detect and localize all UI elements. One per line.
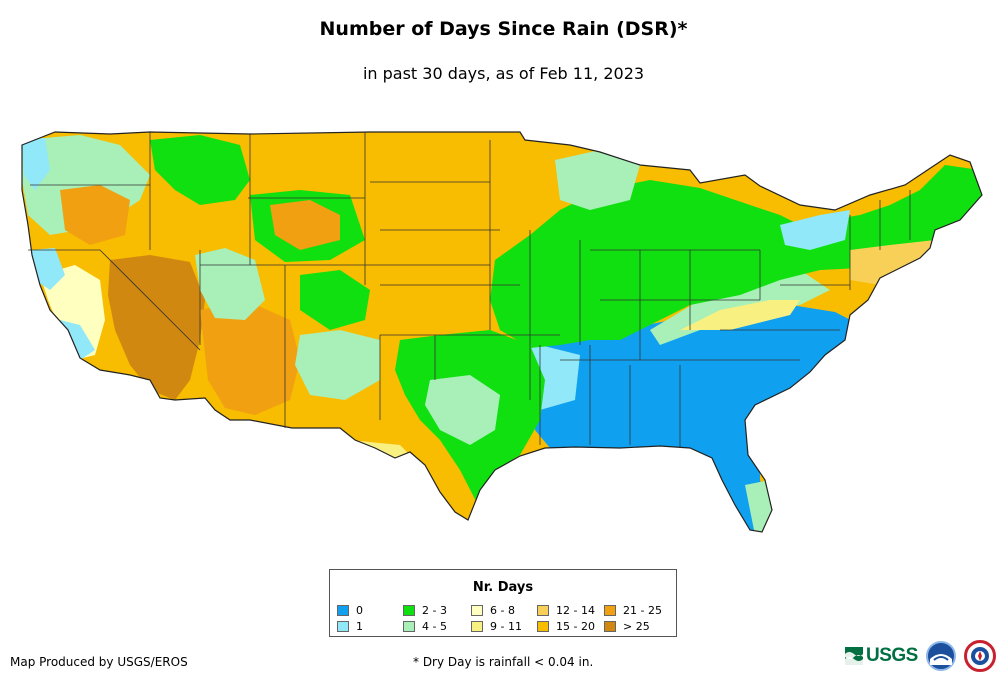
noaa-logo-icon (926, 641, 956, 671)
legend-label: 6 - 8 (490, 603, 515, 617)
map-subtitle: in past 30 days, as of Feb 11, 2023 (362, 64, 645, 83)
legend-swatch (403, 604, 415, 616)
legend-item-1: 1 (337, 619, 363, 633)
legend-item-6: 12 - 14 (537, 603, 595, 617)
usgs-logo-icon: USGS (845, 643, 921, 669)
legend-item-0: 0 (337, 603, 363, 617)
legend-label: 12 - 14 (556, 603, 595, 617)
legend-swatch (403, 620, 415, 632)
legend-label: 4 - 5 (422, 619, 447, 633)
legend-item-2: 2 - 3 (403, 603, 447, 617)
map-title: Number of Days Since Rain (DSR)* (319, 18, 688, 40)
nws-logo-icon (964, 640, 996, 672)
legend-item-4: 6 - 8 (471, 603, 515, 617)
legend-label: 0 (356, 603, 363, 617)
legend-swatch (604, 604, 616, 616)
dsr-raster (22, 132, 982, 532)
legend-label: 15 - 20 (556, 619, 595, 633)
us-outline (21, 131, 983, 533)
legend-item-5: 9 - 11 (471, 619, 522, 633)
legend-item-3: 4 - 5 (403, 619, 447, 633)
legend-box: Nr. Days 0 1 2 - 3 4 - 5 6 - 8 9 - 11 12… (329, 569, 677, 637)
dry-day-footnote: * Dry Day is rainfall < 0.04 in. (413, 655, 594, 669)
legend-swatch (337, 620, 349, 632)
legend-label: 21 - 25 (623, 603, 662, 617)
legend-swatch (537, 604, 549, 616)
legend-item-7: 15 - 20 (537, 619, 595, 633)
legend-swatch (471, 604, 483, 616)
usgs-mark-icon (845, 647, 863, 665)
state-boundaries (28, 132, 911, 448)
legend-item-8: 21 - 25 (604, 603, 662, 617)
legend-label: 2 - 3 (422, 603, 447, 617)
legend-swatch (604, 620, 616, 632)
usgs-text: USGS (866, 645, 918, 666)
legend-label: 9 - 11 (490, 619, 522, 633)
legend-swatch (537, 620, 549, 632)
map-credit: Map Produced by USGS/EROS (10, 655, 188, 669)
legend-item-9: > 25 (604, 619, 650, 633)
legend-swatch (471, 620, 483, 632)
legend-title: Nr. Days (472, 580, 534, 595)
legend-label: 1 (356, 619, 363, 633)
legend-label: > 25 (623, 619, 650, 633)
legend-swatch (337, 604, 349, 616)
